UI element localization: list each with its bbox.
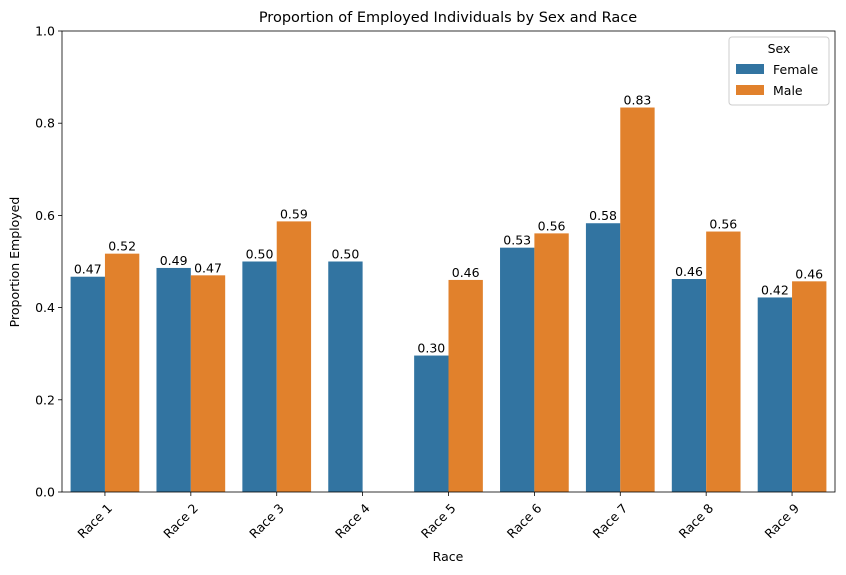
x-tick-label: Race 4: [332, 500, 373, 541]
bar-male-6: [534, 233, 569, 492]
x-tick-label: Race 1: [74, 501, 115, 542]
legend-swatch-female: [736, 64, 764, 74]
bar-female-7: [585, 223, 621, 492]
bar-label-female-7: 0.58: [589, 208, 617, 223]
bar-female-5: [414, 355, 449, 492]
y-axis: 0.0 0.2 0.4 0.6 0.8 1.0: [35, 24, 62, 500]
bars-group: [70, 107, 827, 492]
bar-male-5: [448, 279, 483, 492]
bar-label-female-8: 0.46: [675, 264, 703, 279]
bar-label-female-6: 0.53: [503, 233, 531, 248]
legend-label-female: Female: [773, 62, 819, 77]
bar-label-male-2: 0.47: [194, 260, 222, 275]
bar-label-female-5: 0.30: [417, 341, 445, 356]
x-tick-label: Race 5: [418, 501, 459, 542]
bar-male-7: [620, 107, 655, 492]
bar-labels-group: 0.47 0.49 0.50 0.50 0.30 0.53 0.58 0.46 0.42 0.52…: [74, 93, 823, 356]
y-tick-label: 0.4: [35, 300, 55, 315]
bar-male-1: [104, 253, 140, 492]
x-tick-label: Race 6: [504, 500, 545, 541]
bar-label-male-7: 0.83: [624, 93, 652, 108]
chart-title: Proportion of Employed Individuals by Se…: [259, 10, 637, 26]
bar-label-female-1: 0.47: [74, 262, 102, 277]
bar-female-6: [500, 247, 535, 492]
x-tick-label: Race 7: [590, 501, 631, 542]
bar-male-2: [190, 275, 226, 492]
bar-label-male-3: 0.59: [280, 206, 308, 221]
y-tick-label: 0.6: [35, 208, 55, 223]
y-tick-label: 0.8: [35, 116, 55, 131]
bar-label-male-6: 0.56: [538, 218, 566, 233]
bar-female-4: [328, 261, 363, 492]
y-axis-label: Proportion Employed: [7, 197, 22, 328]
legend-swatch-male: [736, 85, 764, 95]
bar-female-8: [671, 279, 707, 492]
bar-label-female-9: 0.42: [761, 282, 789, 297]
bar-label-male-8: 0.56: [709, 217, 737, 232]
y-tick-label: 1.0: [35, 24, 55, 39]
bar-label-female-4: 0.50: [332, 247, 360, 262]
legend-title: Sex: [768, 41, 791, 56]
x-axis: Race 1 Race 2 Race 3 Race 4 Race 5 Race 6 Race…: [74, 492, 802, 541]
x-tick-label: Race 8: [676, 500, 717, 541]
legend-label-male: Male: [773, 83, 803, 98]
plot-frame: [61, 30, 836, 493]
bar-female-9: [757, 297, 793, 492]
x-tick-label: Race 2: [160, 501, 201, 542]
bar-male-3: [276, 221, 312, 492]
bar-male-9: [792, 281, 827, 492]
bar-label-male-9: 0.46: [795, 266, 823, 281]
bar-label-female-2: 0.49: [160, 253, 188, 268]
bar-female-3: [242, 261, 277, 492]
x-tick-label: Race 9: [761, 500, 802, 541]
bar-label-female-3: 0.50: [246, 247, 274, 262]
bar-female-1: [70, 276, 105, 492]
legend: Sex Female Male: [728, 36, 830, 106]
bar-female-2: [156, 267, 191, 492]
x-axis-label: Race: [433, 549, 464, 564]
bar-male-8: [706, 231, 741, 492]
bar-label-male-5: 0.46: [452, 265, 480, 280]
y-tick-label: 0.2: [35, 392, 55, 407]
x-tick-label: Race 3: [246, 501, 287, 542]
bar-label-male-1: 0.52: [108, 239, 136, 254]
y-tick-label: 0.0: [35, 485, 55, 500]
